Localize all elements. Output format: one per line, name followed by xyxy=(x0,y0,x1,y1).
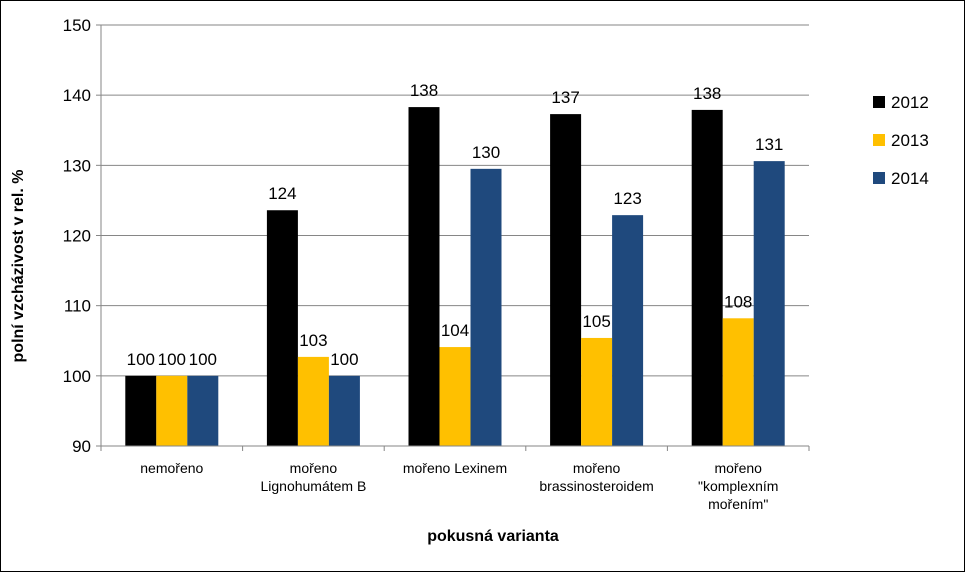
legend-label: 2014 xyxy=(891,169,929,188)
y-axis-ticks: 90 100 110 120 130 140 150 xyxy=(63,16,101,456)
bar-2013 xyxy=(297,356,329,446)
bar-2012 xyxy=(691,109,723,446)
y-tick-label: 150 xyxy=(63,16,91,35)
data-label: 138 xyxy=(410,81,438,100)
x-category-label: mořeno Lexinem xyxy=(403,460,507,476)
legend-label: 2013 xyxy=(891,131,929,150)
data-label: 100 xyxy=(127,350,155,369)
legend-swatch-2012 xyxy=(873,96,885,108)
data-label: 104 xyxy=(441,321,469,340)
axes xyxy=(100,25,810,451)
x-category-label: mořeno "komplexním mořením" xyxy=(698,460,778,512)
x-category-line: mořením" xyxy=(708,496,768,512)
x-category-label: mořeno Lignohumátem B xyxy=(260,460,366,494)
data-label: 130 xyxy=(472,143,500,162)
bar-2014 xyxy=(328,375,360,446)
bar-2013 xyxy=(722,318,754,446)
x-category-line: "komplexním xyxy=(698,478,778,494)
bars xyxy=(125,107,785,446)
data-label: 100 xyxy=(189,350,217,369)
bar-2012 xyxy=(550,114,582,446)
y-tick-label: 120 xyxy=(63,227,91,246)
x-category-line: mořeno xyxy=(573,460,621,476)
bar-2014 xyxy=(470,168,502,446)
data-label: 105 xyxy=(582,312,610,331)
legend: 2012 2013 2014 xyxy=(873,93,929,188)
data-label: 137 xyxy=(551,88,579,107)
x-category-line: mořeno xyxy=(290,460,338,476)
data-label: 100 xyxy=(330,350,358,369)
bar-2012 xyxy=(408,107,440,446)
data-label: 138 xyxy=(693,84,721,103)
bar-2013 xyxy=(581,337,613,446)
x-category-label: mořeno brassinosteroidem xyxy=(539,460,653,494)
data-label: 123 xyxy=(613,189,641,208)
x-category-line: Lignohumátem B xyxy=(260,478,366,494)
legend-label: 2012 xyxy=(891,93,929,112)
data-label: 108 xyxy=(724,292,752,311)
x-category-line: brassinosteroidem xyxy=(539,478,653,494)
x-category-line: nemořeno xyxy=(140,460,203,476)
bar-2014 xyxy=(187,375,219,446)
y-tick-label: 100 xyxy=(63,367,91,386)
data-label: 124 xyxy=(268,184,296,203)
bar-2014 xyxy=(612,215,644,446)
data-label: 100 xyxy=(158,350,186,369)
y-tick-label: 110 xyxy=(64,297,91,316)
bar-2013 xyxy=(156,375,188,446)
x-axis-title: pokusná varianta xyxy=(427,528,559,545)
bar-2014 xyxy=(753,161,785,446)
x-category-label: nemořeno xyxy=(140,460,203,476)
x-axis-categories: nemořeno mořeno Lignohumátem B mořeno Lexin… xyxy=(140,460,778,512)
y-axis-title: polní vzcházivost v rel. % xyxy=(10,170,27,363)
x-category-line: mořeno Lexinem xyxy=(403,460,507,476)
y-tick-label: 90 xyxy=(72,437,91,456)
legend-swatch-2014 xyxy=(873,172,885,184)
y-tick-label: 140 xyxy=(63,86,91,105)
y-tick-label: 130 xyxy=(63,156,91,175)
data-label: 103 xyxy=(299,331,327,350)
legend-swatch-2013 xyxy=(873,134,885,146)
x-category-line: mořeno xyxy=(714,460,762,476)
bar-2013 xyxy=(439,347,471,446)
bar-2012 xyxy=(125,375,157,446)
bar-2012 xyxy=(266,210,298,446)
data-label: 131 xyxy=(755,135,783,154)
gridlines xyxy=(101,24,809,377)
data-labels: 100 100 1001241031001381041301371051231381… xyxy=(127,81,784,369)
